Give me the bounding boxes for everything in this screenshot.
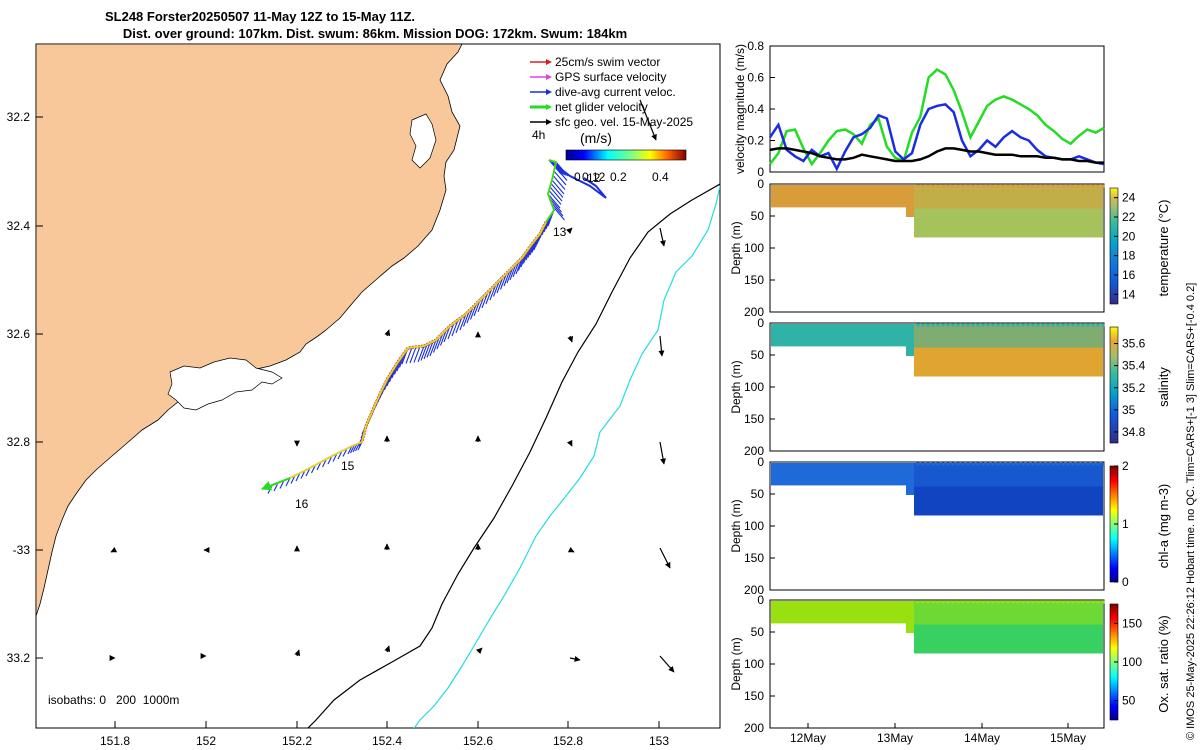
geo-velocity-arrow: [110, 546, 118, 553]
geo-velocity-arrow: [384, 645, 391, 653]
lon-tick-label: 152: [196, 734, 216, 748]
current-vector: [551, 179, 565, 195]
legend-arrowhead: [546, 89, 552, 95]
latitude-ticks: 32.2 32.4 32.6 32.8 -33 33.2: [7, 110, 43, 665]
geo-velocity-arrow: [639, 99, 657, 141]
credit-text: © IMOS 25-May-2025 22:26:12 Hobart time.…: [1185, 282, 1197, 740]
geostrophic-velocity-arrows: [110, 99, 675, 673]
geo-velocity-arrow: [659, 227, 666, 247]
current-vector: [447, 322, 455, 340]
lat-tick-label: 32.4: [7, 219, 31, 233]
track-line-start: [545, 159, 557, 223]
geo-velocity-arrow: [659, 547, 671, 569]
current-vector: [492, 280, 501, 297]
geo-velocity-arrow: [566, 227, 573, 234]
current-vector-cluster: [548, 159, 607, 199]
legend-label: GPS surface velocity: [555, 70, 666, 84]
current-vector: [550, 201, 564, 217]
current-vector: [429, 339, 437, 357]
current-vector: [413, 346, 421, 363]
current-vector: [459, 313, 467, 331]
current-vector: [451, 319, 459, 337]
lon-tick-label: 151.8: [100, 734, 130, 748]
legend-label: 25cm/s swim vector: [555, 55, 660, 69]
geo-velocity-arrow: [658, 335, 665, 357]
estuary-lake: [167, 357, 283, 411]
isobath-1000: [413, 185, 720, 728]
lon-tick-label: 152.6: [463, 734, 493, 748]
lat-tick-label: 32.6: [7, 327, 31, 341]
current-vector: [554, 166, 568, 181]
geo-velocity-arrow: [476, 647, 483, 654]
geo-velocity-arrow: [567, 335, 574, 343]
colorbar-tick-2: 0.2: [610, 170, 627, 184]
legend-label: net glider velocity: [555, 100, 648, 114]
day-label-16: 16: [295, 497, 309, 511]
day-label-12: 12: [587, 171, 601, 185]
geo-velocity-arrow: [384, 329, 391, 337]
legend-arrowhead: [546, 119, 552, 125]
colorbar-tick-0: 0: [574, 170, 581, 184]
legend-arrowhead: [546, 59, 552, 65]
current-vector: [409, 346, 417, 364]
lat-tick-label: -33: [13, 543, 31, 557]
current-vector: [503, 269, 511, 287]
current-vector: [552, 205, 565, 221]
lon-tick-label: 152.2: [282, 734, 312, 748]
current-vector: [423, 342, 431, 360]
colorbar-unit: (m/s): [580, 130, 612, 146]
geo-velocity-arrow: [294, 649, 301, 657]
lon-tick-label: 152.8: [553, 734, 583, 748]
current-vector: [420, 344, 428, 361]
current-vector: [548, 190, 562, 205]
net-velocity-arrow: [261, 477, 291, 491]
geo-velocity-arrow: [566, 439, 573, 447]
lat-tick-label: 33.2: [7, 651, 31, 665]
current-vector: [549, 186, 563, 202]
current-vector: [549, 197, 562, 213]
glider-track: [261, 159, 607, 494]
current-vector: [469, 303, 478, 320]
lat-tick-label: 32.2: [7, 110, 31, 124]
longitude-ticks: 151.8 152 152.2 152.4 152.6 152.8 153: [100, 721, 669, 748]
geo-velocity-arrow: [659, 441, 666, 465]
current-vector: [417, 345, 425, 363]
legend-arrowhead: [546, 74, 552, 80]
isobaths-label: isobaths: 0 200 1000m: [48, 693, 179, 707]
speed-colorbar: [565, 149, 687, 161]
chart-title-line2: Dist. over ground: 107km. Dist. swum: 86…: [122, 26, 628, 41]
coastline-land: [36, 44, 463, 617]
current-vector: [547, 193, 561, 209]
geo-velocity-arrow: [569, 655, 581, 662]
current-vector: [405, 347, 413, 364]
isobath-200: [307, 183, 720, 728]
current-vector: [552, 175, 566, 190]
scale-label: 4h: [532, 128, 545, 142]
lon-tick-label: 152.4: [372, 734, 402, 748]
current-vector: [426, 341, 434, 358]
legend-arrowhead: [546, 104, 552, 110]
colorbar-tick-1: 0.12: [582, 170, 606, 184]
day-label-15: 15: [341, 459, 355, 473]
legend-label: dive-avg current veloc.: [555, 85, 676, 99]
lon-tick-label: 153: [649, 734, 669, 748]
current-vector: [436, 332, 444, 350]
colorbar-tick-3: 0.4: [652, 170, 669, 184]
current-vector: [550, 183, 564, 198]
legend-label: sfc geo. vel. 15-May-2025: [555, 115, 693, 129]
current-vector: [553, 170, 567, 186]
lat-tick-label: 32.8: [7, 435, 31, 449]
northern-lake: [409, 113, 437, 169]
chart-title-line1: SL248 Forster20250507 11-May 12Z to 15-M…: [104, 9, 415, 24]
current-vector: [455, 316, 463, 334]
current-vector: [512, 260, 520, 278]
geo-velocity-arrow: [567, 546, 575, 553]
day-label-13: 13: [553, 225, 567, 239]
geo-velocity-arrow: [659, 655, 675, 673]
